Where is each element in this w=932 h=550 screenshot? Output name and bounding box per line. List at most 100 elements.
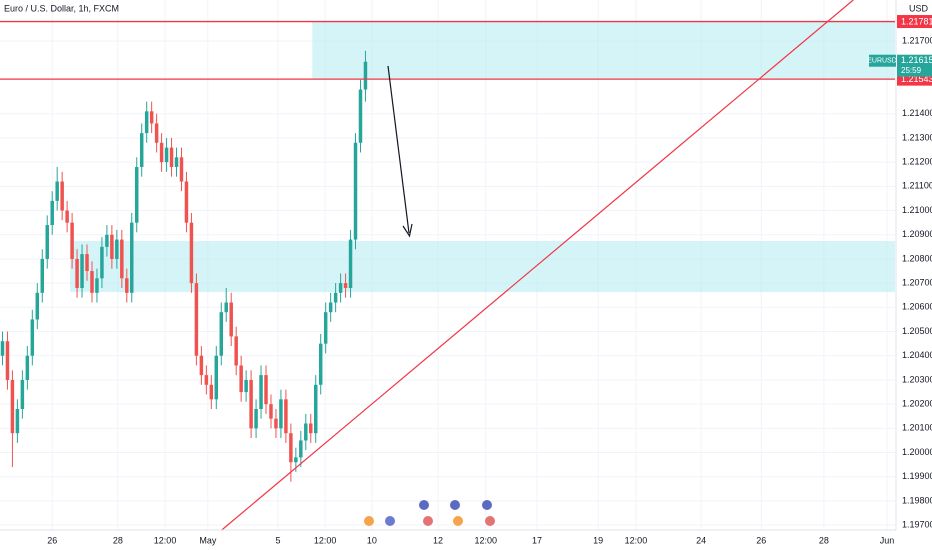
candle-body — [224, 302, 228, 313]
candle-body — [100, 246, 104, 279]
event-icon — [450, 500, 460, 510]
candle-body — [70, 222, 74, 259]
candle-body — [174, 157, 179, 167]
event-icons — [364, 500, 495, 526]
zone — [312, 21, 895, 80]
arrow-head — [402, 223, 413, 238]
candle-body — [294, 457, 298, 463]
candle-body — [269, 404, 273, 419]
candle-body — [25, 355, 30, 380]
candle-body — [279, 399, 283, 429]
currency: USD — [909, 3, 929, 13]
symbol-label: EURUSD — [867, 58, 897, 65]
candle-body — [348, 239, 353, 288]
candle-body — [85, 254, 89, 272]
candle-body — [313, 384, 318, 434]
x-tick-label: 10 — [367, 535, 377, 545]
candle-body — [338, 283, 343, 293]
x-tick-label: 26 — [47, 535, 57, 545]
x-tick-label: 12:00 — [625, 535, 648, 545]
candle-body — [184, 181, 189, 223]
candle-body — [0, 341, 5, 356]
x-tick-label: 12:00 — [154, 535, 177, 545]
x-tick-label: 17 — [532, 535, 542, 545]
candle-body — [194, 283, 199, 356]
candle-body — [214, 355, 219, 400]
y-tick-label: 1.20800 — [902, 253, 932, 263]
candle-body — [80, 254, 84, 288]
last-price-badge — [897, 54, 932, 77]
event-icon — [453, 516, 463, 526]
candle-body — [219, 312, 224, 356]
chart-title: Euro / U.S. Dollar, 1h, FXCM — [4, 3, 119, 13]
candle-body — [323, 312, 328, 344]
candle-body — [199, 355, 204, 376]
y-tick-label: 1.20100 — [902, 423, 932, 433]
candle-body — [259, 375, 263, 409]
x-tick-label: 12:00 — [475, 535, 498, 545]
candle-body — [289, 433, 293, 463]
level-badge — [897, 15, 932, 29]
candle-body — [45, 225, 49, 259]
event-icon — [364, 516, 374, 526]
candle-body — [234, 336, 238, 366]
candle-body — [209, 384, 214, 400]
candle-body — [144, 111, 149, 134]
candle-body — [169, 147, 174, 167]
y-tick-label: 1.20000 — [902, 447, 932, 457]
candle-body — [304, 423, 308, 441]
y-tick-label: 1.21000 — [902, 205, 932, 215]
x-tick-label: 12 — [433, 535, 443, 545]
event-icon — [385, 516, 395, 526]
candle-body — [299, 440, 303, 458]
candle-body — [363, 61, 368, 90]
x-tick-label: 26 — [756, 535, 766, 545]
y-tick-label: 1.21100 — [902, 181, 932, 191]
x-tick-label: 28 — [113, 535, 123, 545]
candle-body — [164, 147, 169, 163]
arrow-shaft — [387, 65, 410, 234]
candle-body — [20, 379, 25, 409]
candle-body — [65, 210, 69, 223]
level-label: 1.21781 — [901, 16, 932, 26]
candle-body — [309, 423, 313, 434]
zone — [70, 241, 895, 293]
candle-body — [239, 365, 243, 393]
candle-body — [179, 157, 184, 182]
candle-body — [50, 200, 54, 226]
candle-body — [328, 302, 333, 313]
candle-body — [159, 142, 164, 163]
candle-body — [264, 375, 268, 405]
candle-body — [244, 379, 248, 393]
y-tick-label: 1.19900 — [902, 471, 932, 481]
event-icon — [485, 516, 495, 526]
zones-grid — [0, 0, 895, 530]
candle-body — [95, 278, 99, 293]
y-tick-label: 1.20700 — [902, 278, 932, 288]
event-icon — [423, 516, 433, 526]
candle-body — [35, 292, 40, 320]
y-tick-label: 1.20900 — [902, 229, 932, 239]
last-price-label: 1.21615 — [901, 55, 932, 65]
drawings — [0, 0, 895, 531]
x-tick-label: 28 — [819, 535, 829, 545]
x-tick-label: 5 — [275, 535, 280, 545]
candle-body — [284, 399, 288, 434]
candle-body — [75, 258, 79, 288]
y-tick-label: 1.21300 — [902, 132, 932, 142]
axis-labels: 1.21700 1.21400 1.21300 1.21200 1.21100 1.210… — [47, 15, 932, 545]
candle-body — [318, 343, 323, 385]
candle-body — [358, 89, 363, 143]
candle-body — [90, 271, 94, 293]
y-tick-label: 1.20600 — [902, 302, 932, 312]
candle-body — [274, 418, 278, 429]
y-tick-label: 1.20200 — [902, 399, 932, 409]
candle-body — [5, 341, 10, 380]
x-tick-label: 12:00 — [314, 535, 337, 545]
candle-body — [353, 142, 358, 240]
event-icon — [419, 500, 429, 510]
candle-body — [125, 278, 129, 293]
price-axis — [896, 0, 932, 550]
x-tick-label: Jun — [880, 535, 895, 545]
